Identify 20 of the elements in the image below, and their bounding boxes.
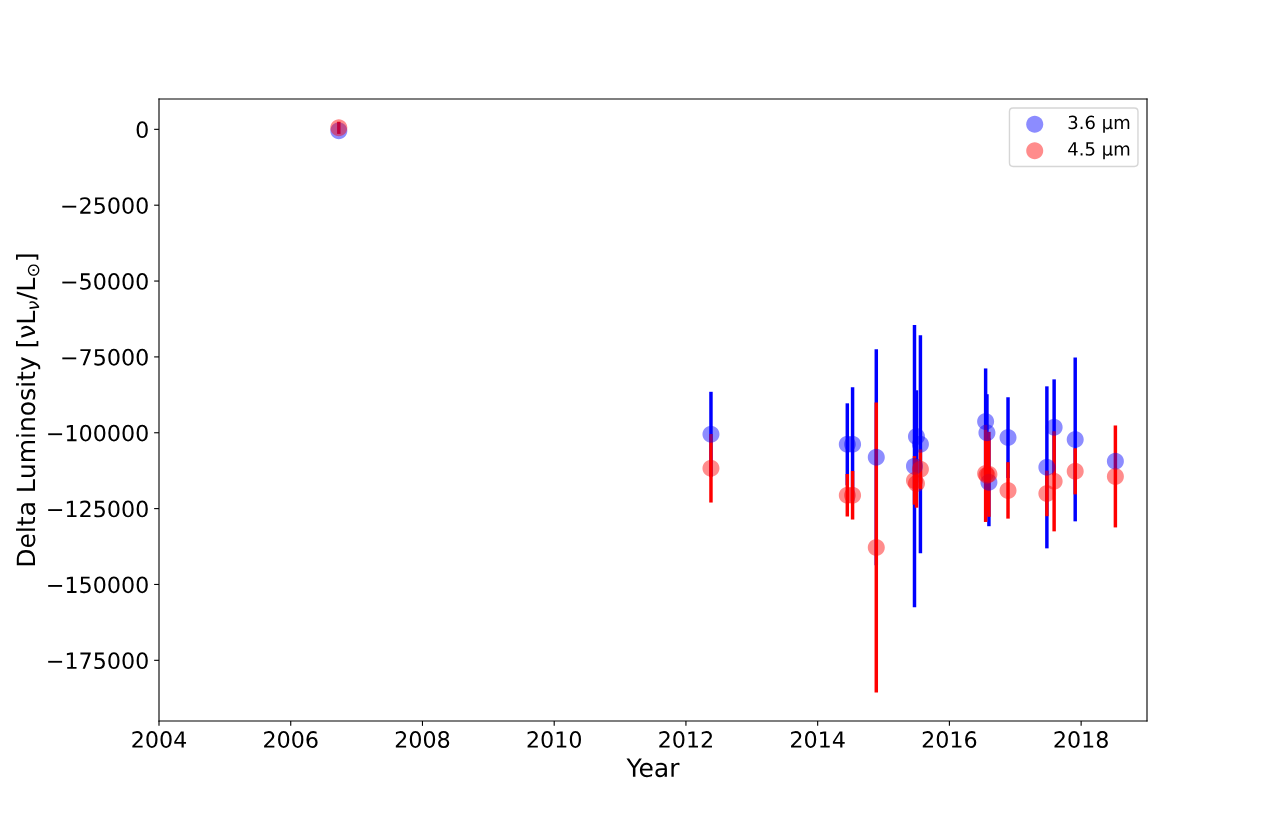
x-tick-label: 2014: [791, 731, 845, 748]
x-tick-label: 2010: [527, 731, 581, 748]
y-tick-label: 0: [136, 121, 148, 139]
y-axis-title: Delta Luminosity [νL$_{ν}$/L$_{⊙}$]: [16, 254, 41, 566]
x-tick-label: 2008: [395, 731, 450, 748]
x-tick-label: 2004: [132, 731, 187, 748]
x-tick-label: 2016: [922, 731, 977, 748]
x-tick-label: 2006: [264, 731, 318, 748]
legend-label: 4.5 μm: [1068, 142, 1130, 160]
y-tick-label: −75000: [62, 348, 148, 366]
x-axis-title: Year: [626, 758, 680, 778]
y-tick-label: −125000: [48, 500, 148, 518]
y-tick-label: −150000: [48, 576, 148, 594]
y-tick-label: −100000: [48, 424, 148, 442]
y-tick-label: −25000: [62, 197, 148, 214]
legend-label: 3.6 μm: [1068, 115, 1130, 133]
x-tick-label: 2012: [659, 731, 712, 748]
x-tick-label: 2018: [1054, 731, 1108, 748]
y-tick-label: −175000: [48, 652, 148, 670]
y-tick-label: −50000: [62, 273, 148, 290]
